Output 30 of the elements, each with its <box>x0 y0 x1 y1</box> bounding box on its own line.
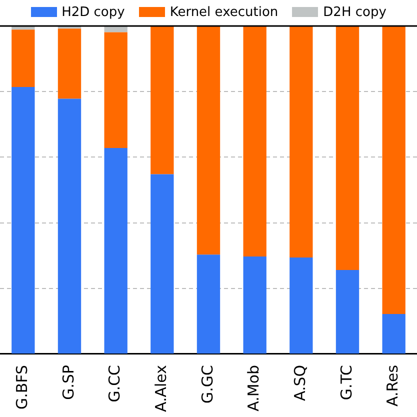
bar <box>150 174 174 354</box>
x-tick-label: A.SQ <box>291 364 310 402</box>
legend-label: D2H copy <box>323 4 386 20</box>
bar <box>58 98 82 354</box>
bar <box>196 26 220 255</box>
x-tick-label: G.TC <box>337 364 356 400</box>
bar <box>243 26 266 257</box>
bar <box>290 26 313 258</box>
bar <box>382 26 406 314</box>
bar <box>290 258 313 354</box>
x-tick-label: G.BFS <box>13 364 32 410</box>
legend-label: Kernel execution <box>170 4 278 20</box>
x-tick-label: G.GC <box>198 364 216 404</box>
bar <box>336 26 360 270</box>
bar <box>58 28 82 99</box>
bar <box>12 30 35 87</box>
x-tick-label: G.CC <box>106 364 124 402</box>
bar <box>196 254 220 354</box>
bar <box>104 148 128 354</box>
legend-label: H2D copy <box>62 4 125 20</box>
bar <box>150 26 174 174</box>
x-tick-label: A.Mob <box>244 364 263 412</box>
x-tick-label: G.SP <box>59 364 78 400</box>
bar <box>243 256 266 354</box>
bar <box>382 314 406 354</box>
x-tick-label: A.Alex <box>152 364 170 412</box>
bar <box>12 87 35 354</box>
bar <box>336 270 360 354</box>
bar <box>104 32 128 148</box>
x-tick-label: A.Res <box>384 364 402 407</box>
